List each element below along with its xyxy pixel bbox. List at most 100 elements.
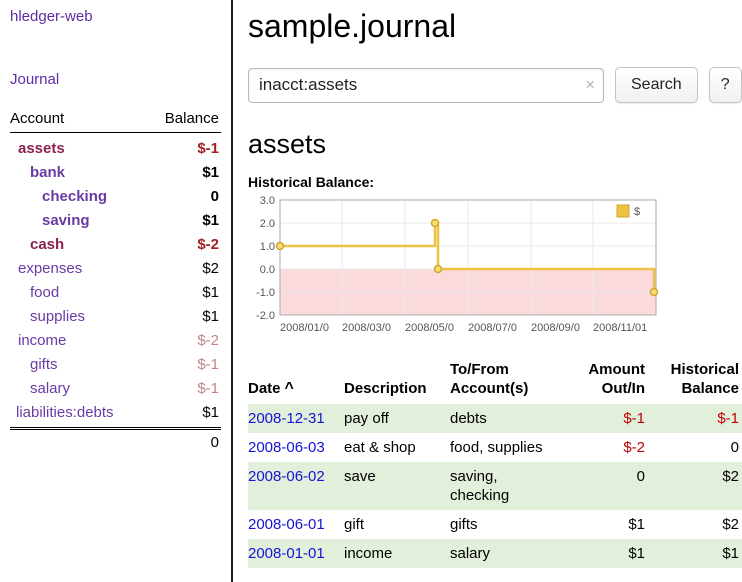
accounts-cell: debts [450, 410, 487, 427]
account-link[interactable]: gifts [30, 356, 58, 373]
y-axis-label: 3.0 [260, 195, 275, 207]
plot-border [279, 199, 657, 316]
amount-cell: $1 [628, 545, 645, 562]
date-column-header[interactable]: Date ^ [248, 380, 294, 397]
sidebar-account-salary[interactable]: salary $-1 [10, 377, 221, 401]
sidebar-account-supplies[interactable]: supplies $1 [10, 305, 221, 329]
account-link[interactable]: liabilities:debts [16, 404, 114, 421]
account-link[interactable]: saving [42, 212, 90, 229]
account-link[interactable]: food [30, 284, 60, 301]
account-balance: $1 [202, 164, 219, 181]
amount-cell: $-2 [623, 439, 645, 456]
sidebar-account-cash[interactable]: cash $-2 [10, 233, 221, 257]
x-axis-label: 2008/07/0 [468, 322, 517, 334]
account-link[interactable]: cash [30, 236, 65, 253]
table-row[interactable]: 2008-12-31 pay off debts $-1 $-1 [248, 404, 742, 433]
table-row[interactable]: 2008-06-03 eat & shop food, supplies $-2… [248, 433, 742, 462]
date-link[interactable]: 2008-12-31 [248, 410, 325, 427]
account-link[interactable]: salary [30, 380, 71, 397]
legend-swatch [616, 204, 630, 218]
accounts-table-header: Account Balance [10, 110, 221, 133]
sidebar-account-bank[interactable]: bank $1 [10, 161, 221, 185]
x-axis-labels: 2008/01/0 2008/03/0 2008/05/0 2008/07/0 … [280, 322, 647, 334]
historical-balance-chart: $ 3.0 2.0 1.0 0.0 -1.0 -2.0 2008/01/0 20… [248, 194, 742, 342]
app-title-link[interactable]: hledger-web [10, 8, 93, 25]
date-link[interactable]: 2008-01-01 [248, 545, 325, 562]
balance-cell: $-1 [717, 410, 739, 427]
search-input-wrapper: × [248, 67, 604, 103]
x-axis-label: 2008/01/0 [280, 322, 329, 334]
main-content: sample.journal × Search ? assets Histori… [248, 0, 742, 568]
sidebar-account-assets[interactable]: assets $-1 [10, 137, 221, 161]
balance-column-header: Balance [164, 110, 219, 127]
account-balance: $1 [202, 284, 219, 301]
account-balance: 0 [210, 188, 219, 205]
accounts-cell: food, supplies [450, 439, 543, 456]
balance-cell: $2 [722, 468, 739, 485]
clear-search-icon[interactable]: × [585, 74, 595, 94]
help-button[interactable]: ? [708, 67, 742, 103]
search-form: × Search ? [248, 67, 742, 103]
y-axis-label: 2.0 [260, 218, 275, 230]
accounts-cell: saving, checking [450, 468, 510, 504]
sidebar-account-checking[interactable]: checking 0 [10, 185, 221, 209]
y-axis-label: -1.0 [256, 287, 275, 299]
sidebar-account-saving[interactable]: saving $1 [10, 209, 221, 233]
table-row[interactable]: 2008-06-02 save saving, checking 0 $2 [248, 462, 742, 510]
sidebar-account-expenses[interactable]: expenses $2 [10, 257, 221, 281]
search-button[interactable]: Search [615, 67, 698, 103]
account-balance: $1 [202, 308, 219, 325]
table-row[interactable]: 2008-06-01 gift gifts $1 $2 [248, 510, 742, 539]
x-axis-label: 2008/03/0 [342, 322, 391, 334]
accounts-cell: gifts [450, 516, 478, 533]
account-balance: $1 [202, 212, 219, 229]
y-axis-label: -2.0 [256, 310, 275, 322]
sidebar: hledger-web Journal Account Balance asse… [0, 0, 233, 582]
chart-markers [275, 218, 659, 297]
table-row[interactable]: 2008-01-01 income salary $1 $1 [248, 539, 742, 568]
balance-cell: $1 [722, 545, 739, 562]
sidebar-account-liabilities-debts[interactable]: liabilities:debts $1 [10, 401, 221, 425]
account-balance: $-1 [197, 380, 219, 397]
date-link[interactable]: 2008-06-01 [248, 516, 325, 533]
account-balance: $-1 [197, 356, 219, 373]
chart-title: Historical Balance: [248, 174, 375, 190]
sidebar-account-food[interactable]: food $1 [10, 281, 221, 305]
sidebar-account-gifts[interactable]: gifts $-1 [10, 353, 221, 377]
sidebar-account-income[interactable]: income $-2 [10, 329, 221, 353]
date-link[interactable]: 2008-06-02 [248, 468, 325, 485]
chart-svg: $ 3.0 2.0 1.0 0.0 -1.0 -2.0 2008/01/0 20… [256, 195, 659, 334]
account-link[interactable]: expenses [18, 260, 83, 277]
account-link[interactable]: income [18, 332, 67, 349]
total-balance: 0 [10, 427, 221, 451]
sidebar-item-journal[interactable]: Journal [10, 71, 60, 88]
date-link[interactable]: 2008-06-03 [248, 439, 325, 456]
search-input[interactable] [248, 67, 604, 103]
description-cell: pay off [344, 410, 389, 427]
balance-column-header: Historical Balance [670, 361, 739, 397]
amount-column-header: Amount Out/In [588, 361, 645, 397]
legend-label: $ [634, 206, 640, 218]
x-axis-label: 2008/09/0 [531, 322, 580, 334]
chart-marker [433, 264, 443, 274]
chart-marker [275, 241, 285, 251]
description-cell: save [344, 468, 376, 485]
chart-marker [430, 218, 440, 228]
account-link[interactable]: checking [42, 188, 108, 205]
account-link[interactable]: supplies [30, 308, 86, 325]
balance-cell: $2 [722, 516, 739, 533]
chart-marker [649, 287, 659, 297]
register-header-row: Date ^ Description To/From Account(s) Amo… [248, 356, 742, 404]
account-balance: $1 [202, 404, 219, 421]
description-column-header: Description [344, 380, 427, 397]
accounts-cell: salary [450, 545, 491, 562]
amount-cell: $-1 [623, 410, 645, 427]
account-link[interactable]: assets [18, 140, 65, 157]
sort-ascending-icon: ^ [284, 380, 294, 397]
account-balance: $-1 [197, 140, 219, 157]
account-link[interactable]: bank [30, 164, 66, 181]
balance-cell: 0 [730, 439, 739, 456]
y-axis-labels: 3.0 2.0 1.0 0.0 -1.0 -2.0 [256, 195, 275, 322]
accounts-tree: assets $-1 bank $1 checking 0 saving $1 … [10, 137, 221, 425]
account-balance: $-2 [197, 332, 219, 349]
